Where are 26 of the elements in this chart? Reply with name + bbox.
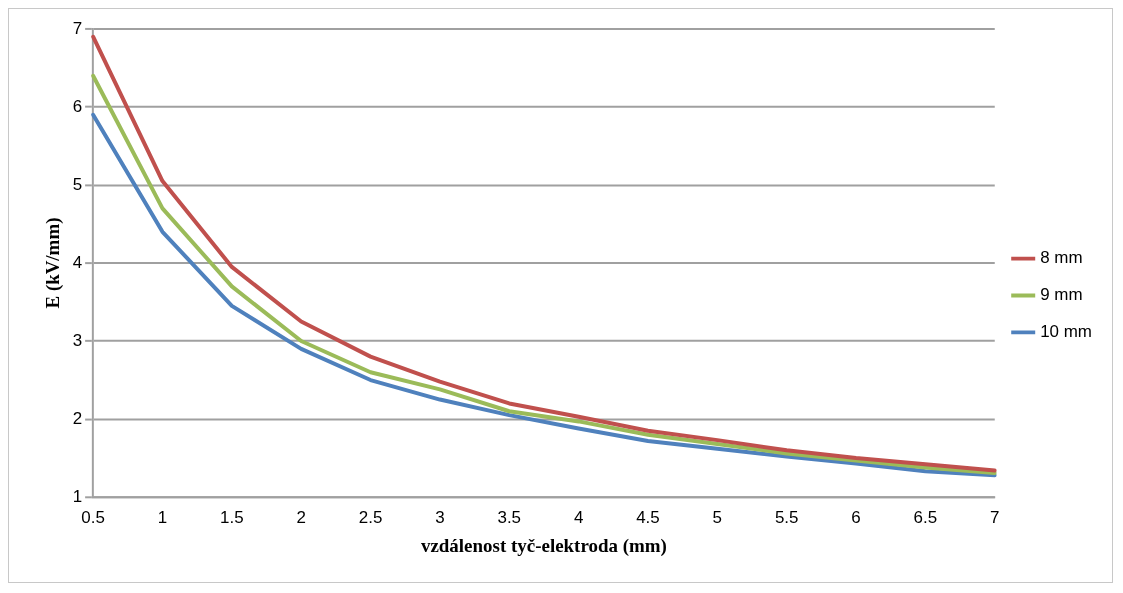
x-tick-label: 4.5: [636, 507, 660, 527]
x-tick-label: 6.5: [913, 507, 938, 527]
y-tick-label: 4: [72, 252, 83, 272]
x-tick-label: 2.5: [358, 507, 383, 527]
legend-label: 8 mm: [1040, 248, 1083, 268]
legend-label: 9 mm: [1040, 285, 1083, 305]
x-tick-label: 5: [712, 507, 723, 527]
x-tick-label: 0.5: [81, 507, 105, 527]
x-tick-label: 3: [435, 507, 445, 527]
y-tick-label: 6: [72, 96, 83, 116]
x-tick-label: 1.5: [220, 507, 244, 527]
x-tick-label: 4: [573, 507, 584, 527]
legend-label: 10 mm: [1040, 322, 1092, 342]
y-tick-label: 2: [72, 408, 83, 428]
x-tick-label: 1: [157, 507, 168, 527]
x-tick-label: 6: [851, 507, 861, 527]
y-tick-label: 3: [72, 330, 83, 350]
y-tick-label: 7: [72, 18, 83, 38]
y-tick-label: 5: [72, 174, 83, 194]
x-tick-label: 7: [990, 507, 1000, 527]
y-axis-title: E (kV/mm): [42, 217, 65, 309]
x-tick-label: 5.5: [774, 507, 799, 527]
y-tick-label: 1: [72, 486, 83, 506]
x-axis-title: vzdálenost tyč-elektroda (mm): [420, 534, 667, 557]
x-tick-label: 3.5: [497, 507, 522, 527]
x-tick-label: 2: [296, 507, 306, 527]
